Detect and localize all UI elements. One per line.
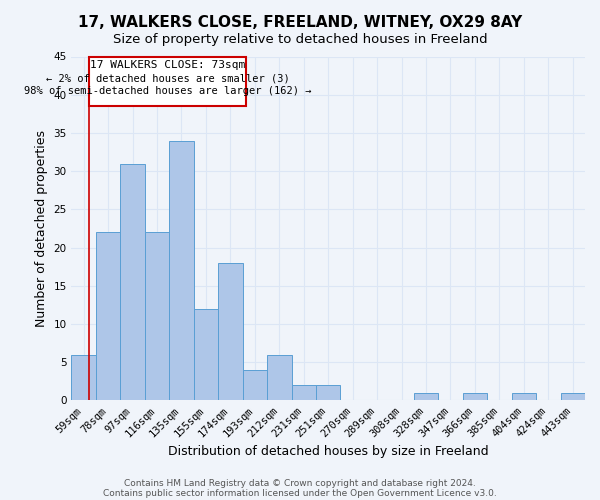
Bar [267,354,292,401]
Text: 17 WALKERS CLOSE: 73sqm: 17 WALKERS CLOSE: 73sqm [90,60,245,70]
Bar [71,354,96,401]
Bar [96,232,121,400]
Bar [463,393,487,400]
Text: 98% of semi-detached houses are larger (162) →: 98% of semi-detached houses are larger (… [24,86,311,96]
X-axis label: Distribution of detached houses by size in Freeland: Distribution of detached houses by size … [168,444,488,458]
Bar [242,370,267,400]
Text: 17, WALKERS CLOSE, FREELAND, WITNEY, OX29 8AY: 17, WALKERS CLOSE, FREELAND, WITNEY, OX2… [78,15,522,30]
FancyBboxPatch shape [89,56,246,106]
Text: Contains public sector information licensed under the Open Government Licence v3: Contains public sector information licen… [103,488,497,498]
Bar [292,385,316,400]
Bar [512,393,536,400]
Bar [414,393,438,400]
Bar [121,164,145,400]
Bar [169,140,194,400]
Bar [560,393,585,400]
Bar [194,309,218,400]
Y-axis label: Number of detached properties: Number of detached properties [35,130,48,327]
Bar [218,263,242,400]
Bar [316,385,340,400]
Text: Contains HM Land Registry data © Crown copyright and database right 2024.: Contains HM Land Registry data © Crown c… [124,478,476,488]
Bar [145,232,169,400]
Text: Size of property relative to detached houses in Freeland: Size of property relative to detached ho… [113,32,487,46]
Text: ← 2% of detached houses are smaller (3): ← 2% of detached houses are smaller (3) [46,74,290,84]
